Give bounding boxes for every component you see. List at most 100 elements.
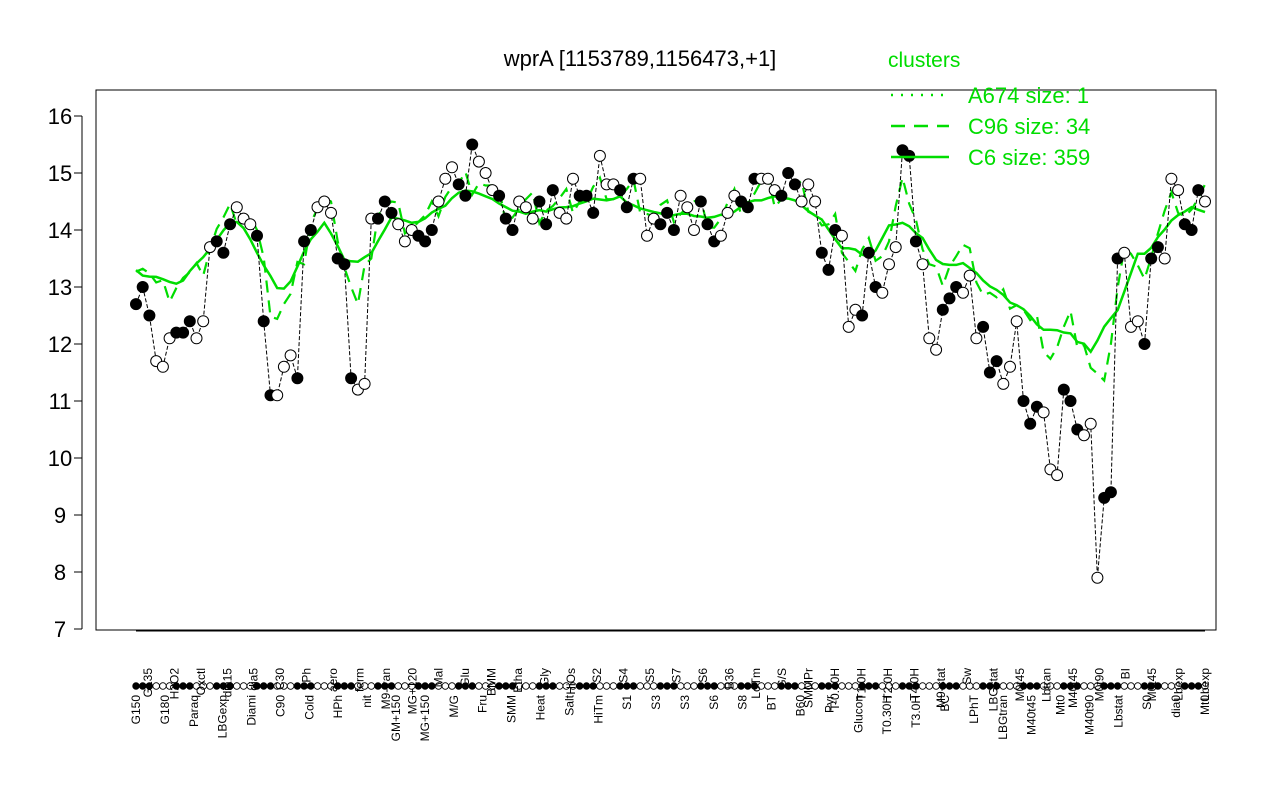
legend-label: A674 size: 1: [968, 83, 1089, 108]
x-tick-label-upper: BMM: [485, 668, 499, 696]
x-tick-label-lower: M40t45: [1025, 695, 1039, 735]
data-point: [822, 263, 835, 276]
data-point: [1158, 252, 1171, 265]
x-tick-label-lower: dia0: [1169, 695, 1183, 718]
data-point: [963, 269, 976, 282]
condition-marker: [1160, 682, 1169, 690]
condition-marker: [791, 682, 799, 690]
data-point: [1165, 172, 1178, 185]
x-tick-label-lower: S6: [707, 695, 721, 710]
data-point: [177, 326, 190, 339]
condition-marker: [367, 682, 375, 690]
data-point: [190, 332, 203, 345]
data-point: [593, 149, 606, 162]
x-tick-label-upper: S2: [590, 668, 604, 683]
data-point: [325, 206, 337, 219]
data-point: [291, 372, 304, 385]
data-point: [372, 212, 384, 225]
data-point: [930, 343, 943, 356]
legend: clusters A674 size: 1 C96 size: 34 C6 size…: [888, 49, 1090, 170]
x-tick-label-upper: Sw: [960, 668, 974, 685]
legend-label: C96 size: 34: [968, 114, 1090, 139]
condition-marker: [589, 682, 597, 690]
condition-marker: [1120, 682, 1128, 690]
data-point: [1064, 395, 1077, 407]
data-point: [526, 212, 539, 225]
y-tick-label: 7: [54, 617, 66, 642]
x-tick-label-upper: C30: [273, 668, 287, 690]
condition-marker: [186, 682, 194, 690]
data-point: [721, 206, 734, 219]
data-point: [977, 320, 990, 333]
x-tick-label-lower: Cold: [302, 695, 316, 720]
condition-marker: [656, 682, 665, 690]
data-point: [1172, 184, 1185, 197]
condition-marker: [764, 682, 772, 690]
condition-marker: [636, 682, 644, 690]
x-tick-label-upper: Glu: [458, 668, 472, 687]
x-tick-label-lower: LBGtran: [996, 695, 1010, 740]
condition-marker: [629, 682, 638, 690]
data-point: [909, 235, 922, 248]
x-tick-label-lower: Fru: [476, 695, 490, 713]
data-point: [1199, 195, 1211, 208]
data-point: [661, 206, 674, 219]
data-point: [842, 320, 855, 333]
x-tick-label-lower: Glucon: [851, 695, 865, 733]
data-point: [156, 360, 169, 373]
data-point: [654, 218, 667, 231]
x-tick-label-lower: C90: [274, 695, 288, 717]
x-tick-label-upper: ferm: [352, 668, 366, 692]
x-tick-label-upper: M0t45: [1013, 668, 1027, 702]
x-tick-label-upper: Lbexp: [1198, 668, 1212, 701]
data-point: [183, 315, 196, 328]
data-point: [795, 195, 808, 208]
data-point: [271, 389, 284, 402]
data-point: [1118, 246, 1131, 259]
x-tick-label-upper: G135: [141, 668, 155, 698]
x-tick-label-upper: S4: [617, 668, 631, 683]
y-tick-label: 15: [48, 161, 72, 186]
condition-marker: [394, 682, 402, 690]
condition-marker: [818, 682, 826, 690]
x-tick-label-upper: LoTm: [749, 668, 763, 699]
x-tick-label-upper: M9-tran: [379, 668, 393, 709]
legend-label: C6 size: 359: [968, 145, 1090, 170]
condition-marker: [845, 682, 853, 690]
condition-marker: [448, 682, 456, 690]
x-tick-label-lower: Lbstat: [1111, 694, 1125, 727]
condition-marker: [1201, 682, 1209, 690]
x-tick-label-lower: G180: [158, 695, 172, 725]
data-point: [398, 235, 411, 248]
data-point: [224, 218, 237, 231]
x-tick-label-upper: M0t45: [1145, 668, 1159, 702]
data-point: [1192, 184, 1205, 197]
data-point: [1145, 252, 1158, 265]
data-point: [257, 315, 270, 328]
data-point: [567, 172, 579, 185]
x-tick-label-lower: M40t90: [1082, 695, 1096, 735]
data-point: [432, 195, 445, 208]
condition-marker: [623, 682, 631, 690]
plot-border: [95, 89, 1217, 631]
condition-marker: [670, 682, 678, 690]
condition-marker: [1080, 682, 1088, 690]
condition-marker: [233, 682, 241, 690]
condition-marker: [1134, 682, 1142, 690]
x-tick-label-upper: G/S: [775, 668, 789, 689]
x-tick-label-lower: M/G: [447, 695, 461, 718]
x-tick-label-upper: S5: [643, 668, 657, 683]
x-tick-label-upper: LBGstat: [987, 667, 1001, 711]
data-point: [251, 229, 263, 242]
condition-marker: [602, 682, 611, 690]
condition-marker: [609, 682, 618, 690]
x-axis: G135 H2O2 Oxctl dia15 dia5 C30 LPh aero ferm M9-t…: [129, 630, 1212, 741]
data-point: [990, 355, 1003, 368]
data-point: [358, 377, 371, 390]
data-point: [466, 138, 479, 151]
x-tick-label-lower: B60: [794, 695, 808, 717]
x-tick-label-upper: Gly: [537, 668, 551, 686]
cluster-lines: [135, 169, 1206, 383]
data-point: [883, 258, 895, 271]
